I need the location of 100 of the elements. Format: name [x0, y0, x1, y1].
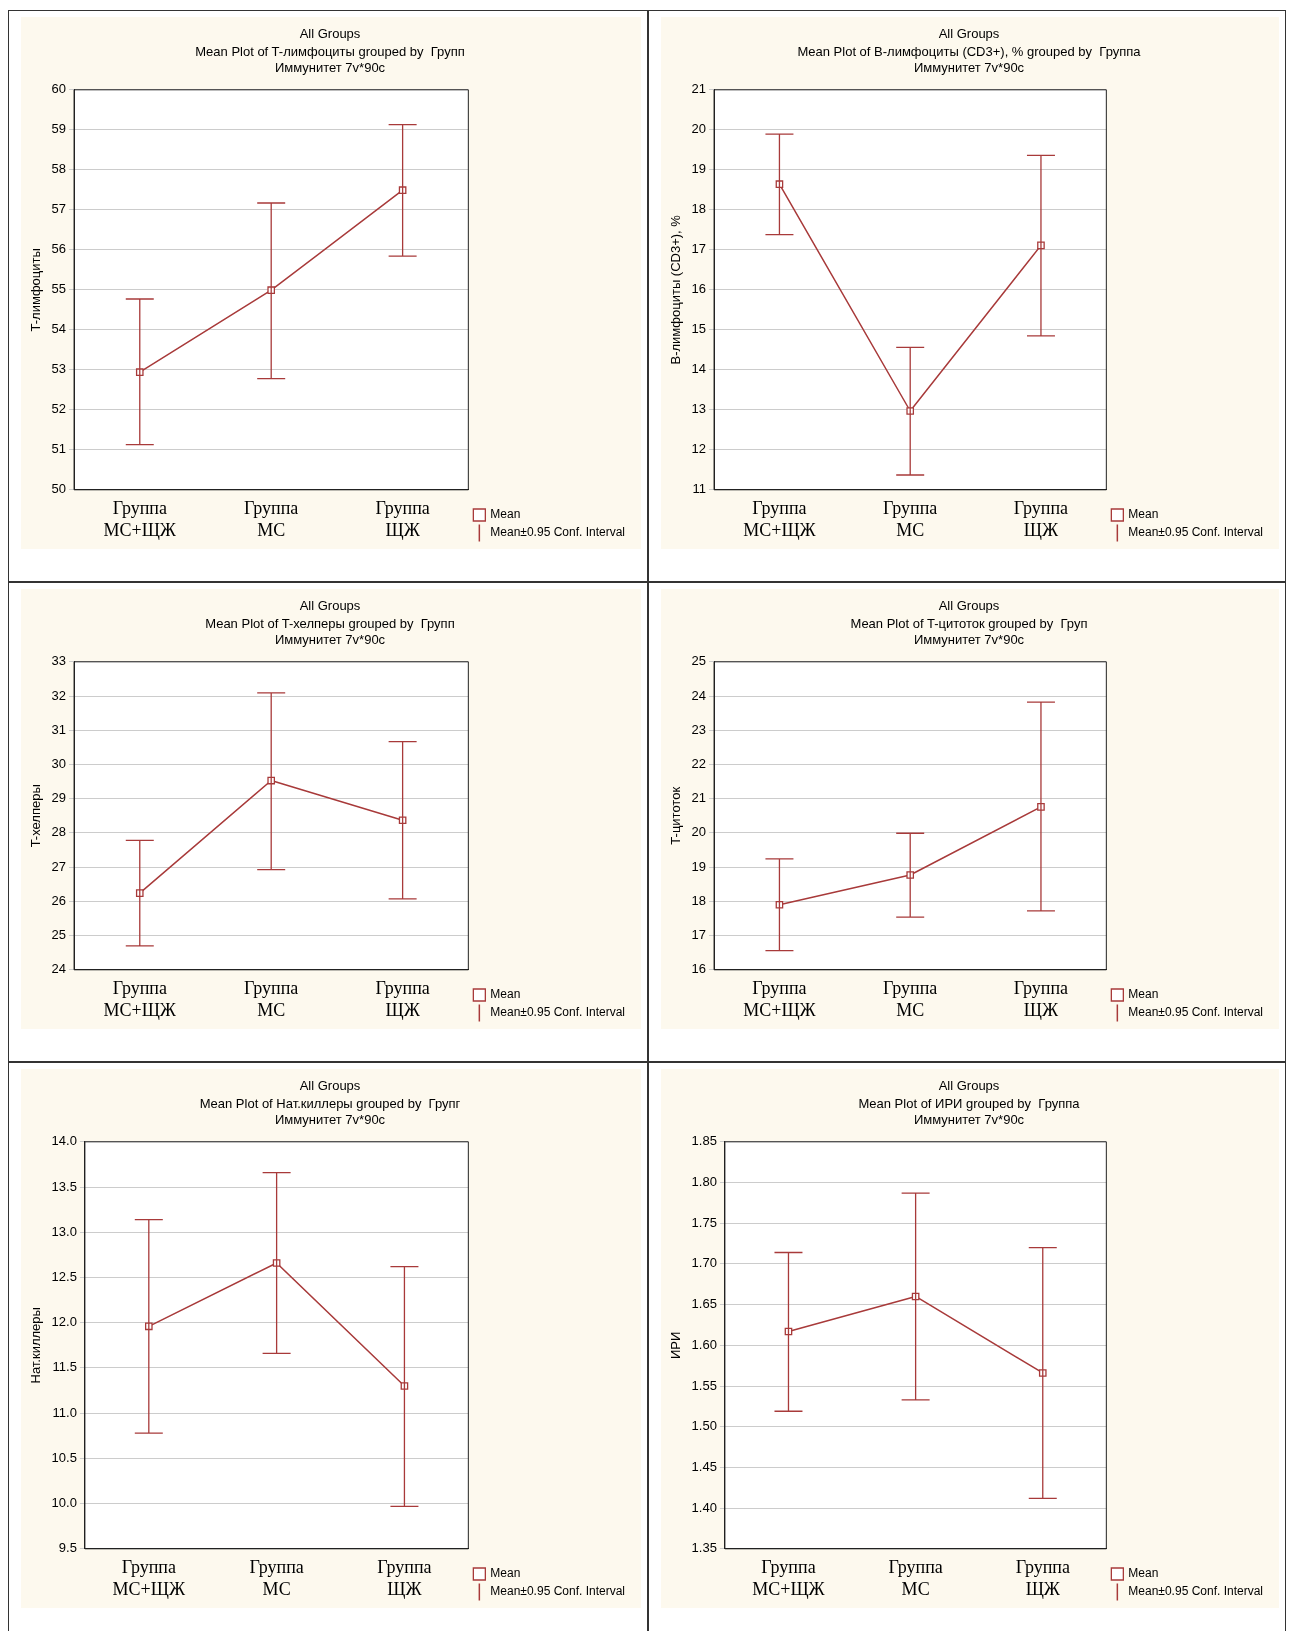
y-tick-label: 55 — [51, 281, 67, 297]
y-tick-label: 20 — [691, 121, 707, 137]
chart-title: All Groups — [299, 26, 361, 42]
x-tick-label: Группа ЩЖ — [1015, 1557, 1070, 1599]
y-tick-label: 1.65 — [691, 1296, 717, 1312]
y-tick-label: 10.5 — [51, 1449, 77, 1465]
y-tick-label: 22 — [691, 756, 707, 772]
y-tick-label: 1.85 — [691, 1133, 717, 1149]
x-tick-label: Группа МС — [249, 1557, 304, 1599]
y-tick-label: 10.0 — [51, 1495, 77, 1511]
text: Mean±0.95 Conf. Interval — [1128, 1584, 1264, 1599]
x-tick-label: Группа МС — [888, 1557, 943, 1599]
y-tick-label: 24 — [51, 961, 67, 977]
y-tick-label: 24 — [691, 687, 707, 703]
y-tick-label: 13.5 — [51, 1178, 77, 1194]
chart-subtitle: Mean Plot of ИРИ grouped by Группа Иммунитет 7v*90c — [858, 1095, 1081, 1127]
y-tick-label: 54 — [51, 321, 67, 337]
y-tick-label: 58 — [51, 161, 67, 177]
y-tick-label: 51 — [51, 441, 67, 457]
y-tick-label: 12.0 — [51, 1314, 77, 1330]
y-tick-label: 28 — [51, 824, 67, 840]
y-axis-title: ИРИ — [668, 1331, 684, 1359]
y-tick-label: 1.75 — [691, 1214, 717, 1230]
y-tick-label: 50 — [51, 481, 67, 497]
y-tick-label: 14 — [691, 361, 707, 377]
y-tick-label: 15 — [691, 321, 707, 337]
y-tick-label: 17 — [691, 927, 707, 943]
y-tick-label: 12.5 — [51, 1269, 77, 1285]
y-tick-label: 25 — [691, 653, 707, 669]
y-tick-label: 21 — [691, 790, 707, 806]
y-tick-label: 12 — [691, 441, 707, 457]
chart-subtitle: Mean Plot of B-лимфоциты (CD3+), % grouped by Группа Иммунитет 7v*90c — [797, 43, 1142, 75]
legend-label: Mean — [1128, 987, 1159, 1002]
y-tick-label: 11 — [692, 481, 707, 497]
text: Mean±0.95 Conf. Interval — [1128, 525, 1264, 540]
y-tick-label: 31 — [51, 721, 67, 737]
text: Mean±0.95 Conf. Interval — [490, 525, 626, 540]
x-tick-label: Группа МС — [244, 498, 299, 540]
y-tick-label: 11.5 — [52, 1359, 77, 1375]
y-tick-label: 9.5 — [58, 1540, 77, 1556]
legend-label: Mean — [490, 987, 521, 1002]
y-tick-label: 18 — [691, 892, 707, 908]
y-tick-label: 1.40 — [691, 1499, 717, 1515]
y-tick-label: 25 — [51, 927, 67, 943]
x-tick-label: Группа МС+ЩЖ — [743, 978, 817, 1020]
chart-subtitle: Mean Plot of T-цитоток grouped by Груп Иммунитет 7v*90c — [850, 615, 1088, 647]
y-tick-label: 17 — [691, 241, 707, 257]
y-tick-label: 1.50 — [691, 1418, 717, 1434]
y-tick-label: 1.80 — [691, 1174, 717, 1190]
x-tick-label: Группа ЩЖ — [375, 498, 430, 540]
x-tick-label: Группа ЩЖ — [1013, 498, 1069, 540]
y-tick-label: 57 — [51, 201, 67, 217]
y-tick-label: 30 — [51, 756, 67, 772]
legend-label: Mean — [1128, 1566, 1159, 1581]
x-tick-label: Группа МС+ЩЖ — [752, 1557, 826, 1599]
y-tick-label: 29 — [51, 790, 67, 806]
y-tick-label: 13.0 — [51, 1223, 77, 1239]
legend-label: Mean — [490, 507, 521, 522]
x-tick-label: Группа МС+ЩЖ — [103, 498, 177, 540]
legend-label: Mean — [1128, 507, 1159, 522]
x-tick-label: Группа ЩЖ — [375, 978, 430, 1020]
y-tick-label: 21 — [691, 81, 707, 97]
y-tick-label: 16 — [691, 961, 707, 977]
y-tick-label: 1.70 — [691, 1255, 717, 1271]
text: Mean±0.95 Conf. Interval — [490, 1584, 626, 1599]
y-tick-label: 13 — [691, 401, 707, 417]
y-tick-label: 60 — [51, 81, 67, 97]
legend-label: Mean — [490, 1566, 521, 1581]
y-tick-label: 56 — [51, 241, 67, 257]
y-tick-label: 59 — [51, 121, 67, 137]
y-tick-label: 14.0 — [51, 1133, 77, 1149]
y-axis-title: B-лимфоциты (CD3+), % — [668, 214, 684, 365]
y-tick-label: 1.55 — [691, 1377, 717, 1393]
chart-title: All Groups — [299, 598, 361, 614]
y-tick-label: 1.60 — [691, 1336, 717, 1352]
chart-subtitle: Mean Plot of Нат.киллеры grouped by Групг Иммунитет 7v*90c — [199, 1095, 461, 1127]
x-tick-label: Группа МС — [244, 978, 299, 1020]
y-tick-label: 16 — [691, 281, 707, 297]
chart-title: All Groups — [938, 598, 1000, 614]
y-axis-title: T-лимфоциты — [28, 248, 44, 332]
y-tick-label: 53 — [51, 361, 67, 377]
y-tick-label: 18 — [691, 201, 707, 217]
y-tick-label: 19 — [691, 161, 707, 177]
x-tick-label: Группа МС+ЩЖ — [743, 498, 817, 540]
y-axis-title: Нат.киллеры — [28, 1307, 44, 1384]
chart-title: All Groups — [938, 26, 1000, 42]
y-tick-label: 32 — [51, 687, 67, 703]
text: Mean±0.95 Conf. Interval — [490, 1005, 626, 1020]
x-tick-label: Группа МС+ЩЖ — [103, 978, 177, 1020]
text: Mean±0.95 Conf. Interval — [1128, 1005, 1264, 1020]
x-tick-label: Группа МС — [883, 978, 938, 1020]
chart-subtitle: Mean Plot of T-хелперы grouped by Групп Иммунитет 7v*90c — [205, 615, 455, 647]
y-tick-label: 1.35 — [691, 1540, 717, 1556]
chart-subtitle: Mean Plot of T-лимфоциты grouped by Групп Иммунитет 7v*90c — [195, 43, 465, 75]
y-tick-label: 1.45 — [691, 1458, 717, 1474]
x-tick-label: Группа МС — [883, 498, 938, 540]
y-axis-title: T-цитоток — [668, 786, 684, 845]
y-tick-label: 19 — [691, 858, 707, 874]
chart-title: All Groups — [938, 1078, 1000, 1094]
y-axis-title: T-хелперы — [28, 784, 44, 848]
